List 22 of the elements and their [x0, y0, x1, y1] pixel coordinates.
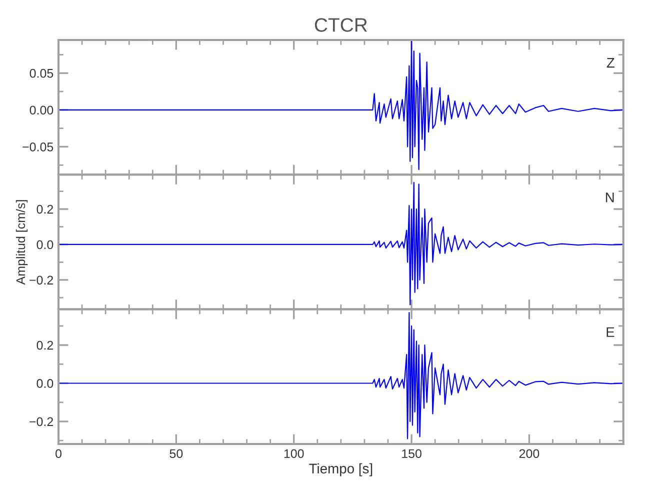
annotation: E [606, 327, 614, 337]
annotation: Z [606, 58, 614, 68]
chart-title: CTCR [314, 18, 368, 32]
y-tick-label: 0.0 [36, 379, 54, 388]
x-axis-title: Tiempo [s] [309, 463, 372, 476]
line-series [58, 312, 624, 440]
y-axis-title: Amplitud [cm/s] [16, 200, 28, 285]
y-tick-label: 0.2 [36, 204, 54, 214]
annotation: N [606, 192, 614, 202]
y-tick-label: −0.2 [30, 417, 54, 426]
x-tick-label: 150 [402, 449, 422, 458]
y-tick-label: 0.05 [30, 68, 54, 78]
y-tick-label: −0.05 [22, 142, 54, 152]
x-tick-label: 100 [284, 449, 304, 458]
y-tick-label: 0.2 [36, 340, 54, 350]
y-tick-label: 0.0 [36, 240, 54, 250]
x-tick-label: 0 [56, 449, 62, 458]
y-tick-label: −0.2 [30, 276, 54, 285]
line-series [58, 182, 624, 306]
x-tick-label: 200 [519, 449, 540, 458]
x-tick-label: 50 [170, 449, 183, 458]
y-tick-label: 0.00 [30, 106, 54, 115]
